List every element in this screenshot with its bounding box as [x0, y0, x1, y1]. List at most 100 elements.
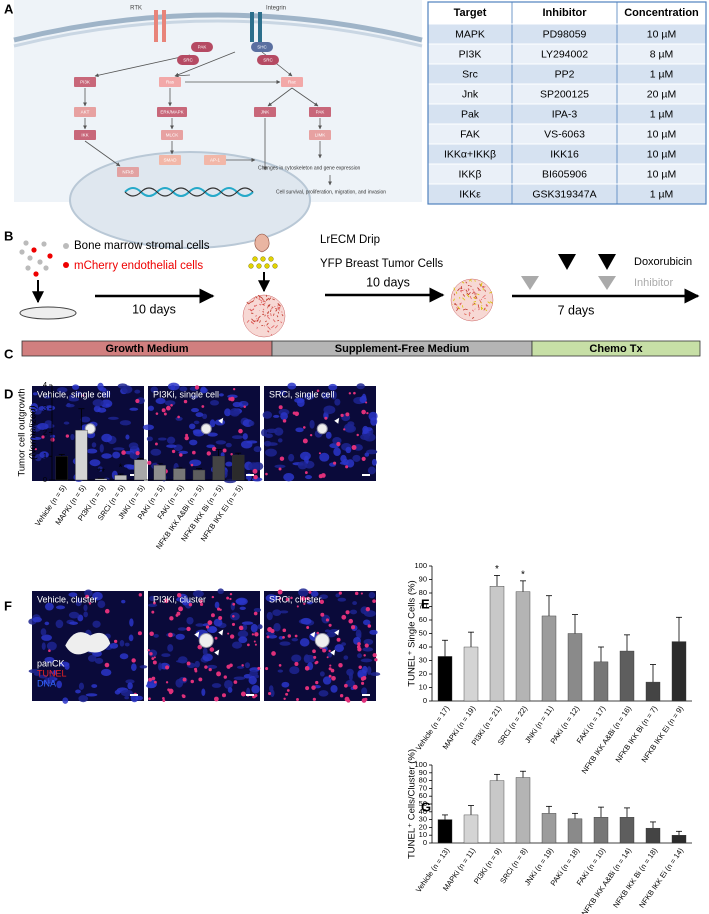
arrowhead: [194, 631, 200, 638]
tunel-stain: [178, 606, 183, 612]
nucleus-stain: [345, 679, 355, 687]
nucleus-stain: [50, 434, 56, 438]
bar: [437, 819, 453, 844]
tunel-stain: [198, 677, 203, 682]
nucleus-stain: [65, 403, 75, 408]
spheroid-fiber: [248, 301, 252, 305]
tunel-stain: [308, 590, 312, 594]
table-border: [427, 1, 707, 205]
arrowhead: [310, 631, 316, 638]
tunel-stain: [188, 602, 193, 607]
panel-label: C: [4, 346, 14, 361]
nucleus-stain: [253, 607, 262, 613]
nucleus-stain: [192, 429, 202, 434]
tunel-stain: [211, 446, 217, 452]
tunel-stain: [179, 453, 183, 457]
tunel-stain: [199, 599, 203, 604]
bar: [133, 459, 147, 481]
nucleus-stain: [55, 605, 66, 610]
nucleus-stain: [319, 594, 329, 599]
nucleus-stain: [28, 669, 41, 674]
tunel-stain: [185, 433, 189, 437]
membrane: [13, 19, 423, 48]
nucleus-stain: [202, 653, 213, 662]
tunel-stain: [279, 456, 285, 461]
y-tick-label: 20: [419, 822, 427, 831]
nucleus-stain: [166, 444, 177, 448]
tumor-cell-dot: [252, 256, 258, 262]
tunel-stain: [304, 666, 310, 671]
panel-label: D: [4, 386, 13, 401]
nucleus-stain: [44, 656, 55, 664]
spheroid-fiber: [466, 293, 470, 298]
phase-label: Supplement-Free Medium: [335, 343, 470, 355]
table-cell: 20 µM: [647, 88, 676, 100]
nucleus-stain: [158, 662, 163, 671]
spheroid-fiber: [262, 300, 265, 303]
nucleus-stain: [125, 434, 130, 440]
nucleus-stain: [227, 686, 233, 693]
table-row: [428, 44, 706, 64]
nucleus-stain: [371, 458, 377, 466]
nucleus-stain: [38, 674, 48, 679]
step-label: 10 days: [132, 302, 176, 316]
spheroid-fiber: [260, 301, 263, 304]
nucleus-stain: [206, 444, 216, 448]
nucleus-stain: [297, 461, 308, 470]
pathway-node-label: PAK: [316, 110, 325, 115]
scale-bar: [362, 474, 370, 476]
bar: [671, 835, 687, 844]
tunel-stain: [149, 652, 153, 656]
tunel-stain: [316, 631, 320, 635]
cell-dot: [27, 255, 33, 261]
receptor: [154, 10, 158, 42]
nucleus-stain: [112, 447, 125, 451]
tunel-stain: [374, 658, 378, 662]
arrowhead: [334, 417, 340, 424]
tunel-stain: [294, 634, 298, 638]
addition-label: LrECM Drip: [320, 234, 380, 246]
nucleus-stain: [363, 638, 374, 646]
nucleus-stain: [56, 387, 68, 393]
tunel-stain: [201, 405, 205, 408]
nucleus-stain: [181, 598, 190, 606]
pathway-node: [159, 155, 181, 165]
nucleus-stain: [319, 452, 330, 462]
tunel-stain: [41, 435, 45, 439]
nucleus-stain: [202, 413, 208, 420]
spheroid-fiber: [257, 294, 262, 298]
nucleus-stain: [114, 689, 121, 695]
nucleus-stain: [254, 674, 260, 679]
nucleus-stain: [101, 453, 112, 459]
bar: [75, 429, 88, 481]
spheroid-fiber: [467, 288, 470, 291]
nucleus-stain: [239, 606, 246, 610]
tunel-stain: [312, 649, 316, 654]
tunel-stain: [162, 696, 165, 700]
tumor-cell-dot: [264, 263, 270, 269]
nucleus-stain: [56, 680, 62, 689]
nucleus-stain: [39, 451, 49, 459]
arrowhead: [218, 417, 224, 424]
nucleus-stain: [68, 397, 80, 402]
nucleus-stain: [33, 672, 41, 676]
spheroid-fiber: [465, 289, 468, 293]
nucleus-stain: [273, 414, 280, 418]
nucleus-stain: [164, 400, 176, 406]
nucleus-stain: [49, 671, 54, 675]
nucleus-stain: [237, 630, 249, 638]
receptor-label: RTK: [130, 6, 142, 12]
tunel-stain: [163, 412, 167, 416]
nucleus-stain: [241, 401, 248, 405]
bar: [541, 813, 557, 844]
spheroid-fiber: [472, 288, 474, 291]
tumor-cell-dot: [260, 256, 266, 262]
spheroid-fiber: [251, 318, 255, 323]
spheroid-fiber: [250, 321, 255, 325]
nucleus-stain: [44, 420, 53, 425]
tunel-stain: [218, 615, 223, 620]
spheroid-fiber: [254, 304, 258, 307]
tunel-stain: [341, 614, 347, 620]
tunel-stain: [336, 441, 341, 447]
tunel-stain: [223, 675, 227, 679]
